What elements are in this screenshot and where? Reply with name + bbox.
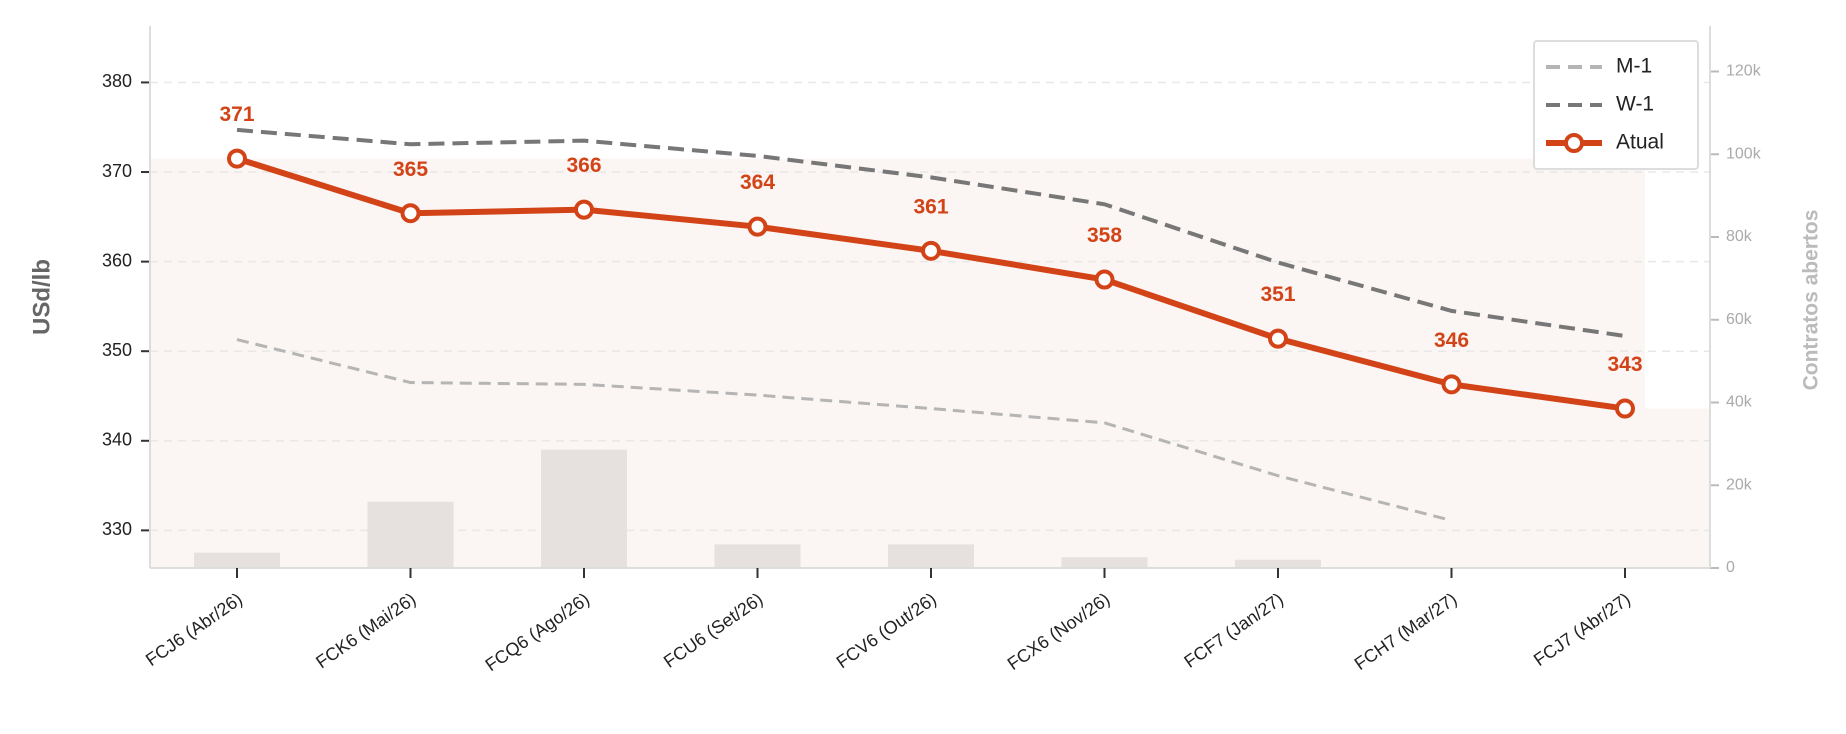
legend-label: Atual: [1616, 131, 1664, 154]
data-label: 366: [566, 154, 601, 177]
bar: [194, 552, 280, 568]
x-tick-label: FCJ7 (Abr/27): [1530, 589, 1634, 670]
x-tick-label: FCQ6 (Ago/26): [482, 589, 593, 675]
y2-tick-label: 20k: [1726, 476, 1753, 493]
bar: [1235, 559, 1321, 568]
y-tick-label: 360: [102, 250, 132, 270]
point: [1441, 374, 1462, 395]
x-tick-label: FCH7 (Mar/27): [1351, 589, 1461, 674]
data-label: 365: [393, 158, 428, 181]
bar: [888, 544, 974, 568]
point: [747, 216, 768, 237]
line-w-1: [236, 127, 1626, 338]
y-tick-label: 340: [102, 430, 132, 450]
point: [1094, 269, 1115, 290]
y-axis-label: USd/lb: [28, 259, 55, 335]
data-label: 361: [913, 195, 948, 218]
y2-tick-label: 0: [1726, 559, 1735, 576]
y2-tick-label: 80k: [1726, 228, 1753, 245]
legend-marker: [1564, 133, 1584, 153]
x-tick-label: FCX6 (Nov/26): [1004, 589, 1114, 674]
x-tick-label: FCJ6 (Abr/26): [142, 589, 246, 670]
bar: [1061, 557, 1148, 568]
x-tick-label: FCK6 (Mai/26): [312, 589, 419, 673]
line-m-1: [236, 338, 1452, 522]
y-tick-label: 380: [102, 71, 132, 91]
y-tick-label: 370: [102, 161, 132, 181]
y2-axis-label: Contratos abertos: [1800, 210, 1823, 391]
point: [574, 199, 594, 220]
point: [921, 240, 941, 261]
y-tick-label: 330: [102, 519, 132, 539]
data-label: 364: [740, 171, 775, 194]
y2-tick-label: 40k: [1726, 394, 1753, 411]
x-tick-label: FCU6 (Set/26): [660, 589, 767, 672]
legend-label: W-1: [1616, 93, 1654, 116]
bar: [541, 449, 627, 568]
x-tick-label: FCV6 (Out/26): [833, 589, 940, 673]
data-label: 358: [1087, 224, 1122, 247]
data-label: 346: [1434, 329, 1469, 352]
data-label: 371: [219, 103, 254, 126]
y2-tick-label: 60k: [1726, 311, 1753, 328]
bar: [367, 501, 454, 568]
data-label: 351: [1260, 283, 1295, 306]
point: [227, 148, 247, 169]
point: [1615, 398, 1635, 419]
point: [400, 203, 421, 224]
point: [1268, 328, 1288, 349]
bar: [714, 544, 801, 568]
y2-tick-label: 120k: [1726, 63, 1762, 80]
legend-label: M-1: [1616, 55, 1652, 78]
y-tick-label: 350: [102, 340, 132, 360]
x-tick-label: FCF7 (Jan/27): [1180, 589, 1287, 672]
data-label: 343: [1607, 353, 1642, 376]
y2-tick-label: 100k: [1726, 145, 1762, 162]
